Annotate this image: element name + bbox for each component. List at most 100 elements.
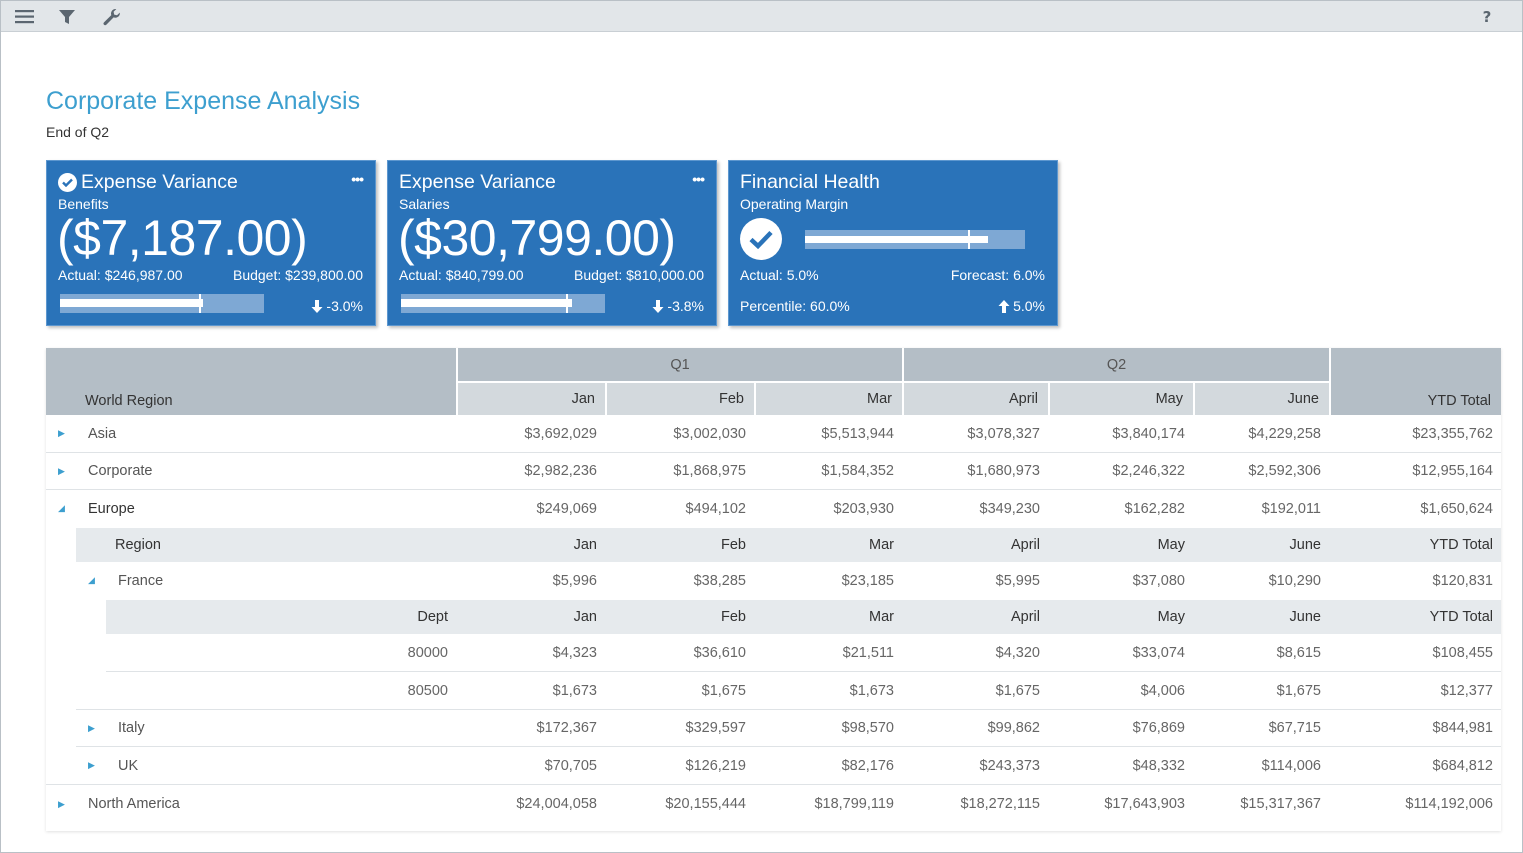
cell[interactable]: $18,272,115 — [960, 796, 1040, 812]
header-april[interactable]: April — [1010, 537, 1040, 553]
cell[interactable]: $1,675 — [995, 682, 1040, 699]
row-label[interactable]: 80000 — [407, 644, 448, 661]
header-ytd-total[interactable]: YTD Total — [1429, 537, 1493, 553]
filter-icon[interactable] — [52, 1, 82, 32]
cell-ytd[interactable]: $108,455 — [1432, 644, 1493, 661]
wrench-icon[interactable] — [97, 1, 127, 32]
cell[interactable]: $70,705 — [544, 757, 597, 774]
collapse-icon[interactable]: ◢ — [88, 575, 95, 585]
more-icon[interactable]: ••• — [692, 171, 705, 187]
row-label[interactable]: 80500 — [407, 682, 448, 699]
header-feb[interactable]: Feb — [721, 537, 746, 553]
expand-icon[interactable]: ▶ — [58, 798, 65, 809]
header-dept[interactable]: Dept — [417, 609, 448, 625]
cell[interactable]: $99,862 — [987, 720, 1040, 736]
cell[interactable]: $36,610 — [693, 644, 746, 661]
cell[interactable]: $21,511 — [842, 644, 894, 661]
expand-icon[interactable]: ▶ — [58, 465, 65, 476]
help-button[interactable]: ? — [1482, 7, 1492, 26]
cell[interactable]: $5,513,944 — [821, 425, 894, 442]
row-label[interactable]: ▶ Italy — [88, 720, 145, 736]
cell-ytd[interactable]: $844,981 — [1432, 720, 1493, 736]
cell[interactable]: $76,869 — [1132, 720, 1185, 736]
cell[interactable]: $82,176 — [841, 757, 894, 774]
cell[interactable]: $172,367 — [536, 720, 597, 736]
header-june[interactable]: June — [1289, 609, 1321, 625]
header-mar[interactable]: Mar — [756, 383, 902, 415]
cell[interactable]: $67,715 — [1268, 720, 1321, 736]
header-april[interactable]: April — [1010, 609, 1040, 625]
header-june[interactable]: June — [1195, 383, 1329, 415]
header-may[interactable]: May — [1157, 609, 1185, 625]
header-ytd-total[interactable]: YTD Total — [1331, 348, 1501, 415]
row-label[interactable]: ◢ France — [88, 572, 164, 589]
row-label[interactable]: ▶ North America — [58, 796, 180, 812]
cell-ytd[interactable]: $12,955,164 — [1412, 463, 1493, 479]
header-feb[interactable]: Feb — [607, 383, 754, 415]
cell[interactable]: $3,002,030 — [673, 425, 746, 442]
row-label[interactable]: ▶ Asia — [58, 425, 117, 442]
cell[interactable]: $2,982,236 — [524, 463, 597, 479]
cell[interactable]: $349,230 — [979, 500, 1040, 517]
cell[interactable]: $1,673 — [849, 682, 894, 699]
cell-ytd[interactable]: $1,650,624 — [1420, 500, 1493, 517]
more-icon[interactable]: ••• — [351, 171, 364, 187]
row-label[interactable]: ◢ Europe — [58, 500, 135, 517]
header-q2[interactable]: Q2 — [904, 348, 1329, 381]
cell[interactable]: $1,675 — [701, 682, 746, 699]
cell[interactable]: $3,078,327 — [967, 425, 1040, 442]
header-jan[interactable]: Jan — [573, 609, 597, 625]
cell[interactable]: $162,282 — [1124, 500, 1185, 517]
expand-icon[interactable]: ▶ — [88, 722, 95, 733]
cell[interactable]: $1,673 — [552, 682, 597, 699]
header-june[interactable]: June — [1289, 537, 1321, 553]
header-april[interactable]: April — [904, 383, 1048, 415]
cell[interactable]: $1,868,975 — [673, 463, 746, 479]
cell[interactable]: $1,680,973 — [967, 463, 1040, 479]
cell[interactable]: $329,597 — [685, 720, 746, 736]
collapse-icon[interactable]: ◢ — [58, 503, 65, 513]
expand-icon[interactable]: ▶ — [88, 760, 95, 770]
header-q1[interactable]: Q1 — [458, 348, 902, 381]
cell[interactable]: $20,155,444 — [665, 796, 746, 812]
cell[interactable]: $243,373 — [979, 757, 1040, 774]
cell[interactable]: $494,102 — [685, 500, 746, 517]
kpi-tile-financial-health[interactable]: Financial Health Operating Margin Actual… — [728, 160, 1058, 326]
cell[interactable]: $48,332 — [1132, 757, 1185, 774]
expand-icon[interactable]: ▶ — [58, 428, 65, 438]
cell[interactable]: $3,692,029 — [524, 425, 597, 442]
cell[interactable]: $203,930 — [833, 500, 894, 517]
cell[interactable]: $37,080 — [1132, 572, 1185, 589]
cell[interactable]: $24,004,058 — [516, 796, 597, 812]
cell[interactable]: $2,592,306 — [1248, 463, 1321, 479]
header-may[interactable]: May — [1050, 383, 1193, 415]
row-label[interactable]: ▶ UK — [88, 757, 139, 774]
cell[interactable]: $98,570 — [841, 720, 894, 736]
cell[interactable]: $1,584,352 — [821, 463, 894, 479]
cell[interactable]: $38,285 — [693, 572, 746, 589]
cell[interactable]: $249,069 — [536, 500, 597, 517]
header-mar[interactable]: Mar — [869, 609, 894, 625]
cell-ytd[interactable]: $12,377 — [1440, 682, 1493, 699]
cell[interactable]: $4,229,258 — [1248, 425, 1321, 442]
cell[interactable]: $126,219 — [685, 757, 746, 774]
cell-ytd[interactable]: $120,831 — [1432, 572, 1493, 589]
cell[interactable]: $10,290 — [1268, 572, 1321, 589]
cell[interactable]: $8,615 — [1276, 644, 1321, 661]
header-may[interactable]: May — [1157, 537, 1185, 553]
cell[interactable]: $3,840,174 — [1112, 425, 1185, 442]
cell[interactable]: $5,995 — [995, 572, 1040, 589]
header-jan[interactable]: Jan — [573, 537, 597, 553]
cell[interactable]: $114,006 — [1261, 757, 1321, 774]
cell[interactable]: $4,323 — [552, 644, 597, 661]
cell[interactable]: $15,317,367 — [1240, 796, 1321, 812]
cell[interactable]: $5,996 — [552, 572, 597, 589]
header-feb[interactable]: Feb — [721, 609, 746, 625]
kpi-tile-benefits[interactable]: Expense Variance ••• Benefits ($7,187.00… — [46, 160, 376, 326]
cell[interactable]: $4,320 — [995, 644, 1040, 661]
header-world-region[interactable]: World Region — [46, 348, 456, 415]
cell[interactable]: $4,006 — [1140, 682, 1185, 699]
cell[interactable]: $17,643,903 — [1104, 796, 1185, 812]
header-mar[interactable]: Mar — [869, 537, 894, 553]
header-region[interactable]: Region — [115, 537, 161, 553]
